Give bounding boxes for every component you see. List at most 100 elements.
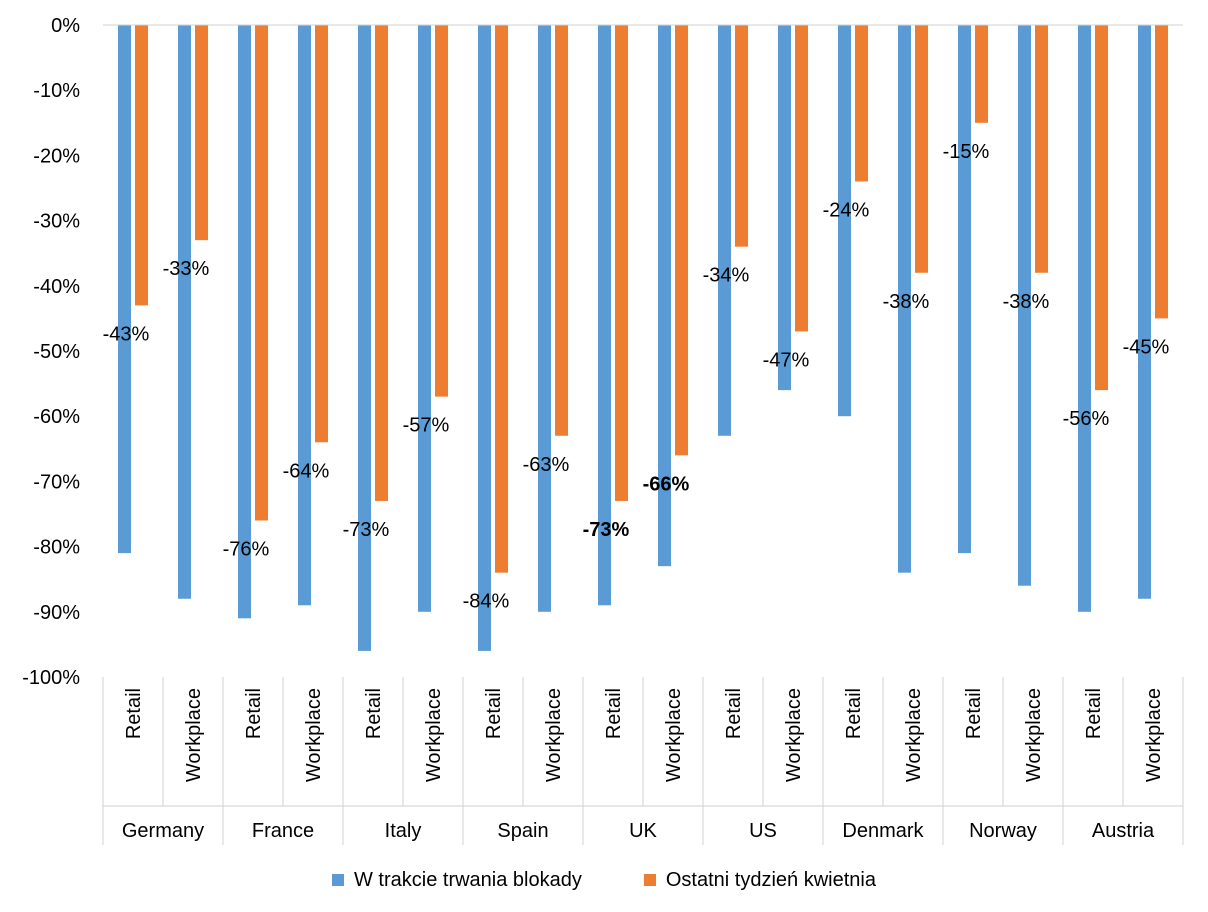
- group-label: Norway: [969, 820, 1037, 842]
- bar-april: [795, 25, 808, 332]
- legend-label-lockdown: W trakcie trwania blokady: [354, 868, 582, 891]
- y-tick-label: -30%: [33, 211, 80, 233]
- data-label: -56%: [1063, 408, 1110, 430]
- group-label: France: [252, 820, 314, 842]
- group-label: Austria: [1092, 820, 1155, 842]
- y-tick-label: -100%: [22, 667, 80, 689]
- bar-lockdown: [538, 25, 551, 612]
- bar-april: [975, 25, 988, 123]
- bar-lockdown: [358, 25, 371, 651]
- bar-april: [315, 25, 328, 443]
- bar-lockdown: [298, 25, 311, 606]
- bar-lockdown: [1078, 25, 1091, 612]
- data-label: -76%: [223, 539, 270, 561]
- x-tick-label-retail: Retail: [723, 688, 745, 739]
- group-label: Germany: [122, 820, 204, 842]
- group-label: US: [749, 820, 777, 842]
- bar-lockdown: [478, 25, 491, 651]
- bar-lockdown: [118, 25, 131, 554]
- bar-lockdown: [1018, 25, 1031, 586]
- data-label: -64%: [283, 460, 330, 482]
- x-tick-label-workplace: Workplace: [783, 688, 805, 782]
- bar-april: [1095, 25, 1108, 391]
- x-tick-label-workplace: Workplace: [423, 688, 445, 782]
- bar-lockdown: [838, 25, 851, 417]
- bar-april: [435, 25, 448, 397]
- data-label: -66%: [643, 473, 690, 495]
- bar-lockdown: [898, 25, 911, 573]
- chart-canvas: 0% -10% -20% -30% -40% -50% -60% -70% -80% -90% -1…: [22, 15, 1184, 845]
- legend-swatch-lockdown: [332, 874, 344, 886]
- legend-item-lockdown: W trakcie trwania blokady: [332, 869, 582, 892]
- x-tick-label-retail: Retail: [603, 688, 625, 739]
- bar-april: [195, 25, 208, 241]
- x-tick-label-workplace: Workplace: [183, 688, 205, 782]
- data-label: -38%: [1003, 291, 1050, 313]
- y-tick-label: -70%: [33, 471, 80, 493]
- bar-lockdown: [178, 25, 191, 599]
- bar-april: [1035, 25, 1048, 273]
- bar-lockdown: [778, 25, 791, 391]
- x-tick-label-retail: Retail: [243, 688, 265, 739]
- group-label: Italy: [385, 820, 422, 842]
- data-label: -43%: [103, 323, 150, 345]
- bar-lockdown: [958, 25, 971, 554]
- data-label: -57%: [403, 415, 450, 437]
- y-tick-label: 0%: [51, 15, 80, 37]
- x-tick-label-workplace: Workplace: [1143, 688, 1165, 782]
- legend-label-april: Ostatni tydzień kwietnia: [665, 868, 876, 891]
- bar-april: [915, 25, 928, 273]
- data-label: -84%: [463, 591, 510, 613]
- bar-lockdown: [718, 25, 731, 436]
- bar-lockdown: [658, 25, 671, 567]
- data-label: -15%: [943, 141, 990, 163]
- data-label: -24%: [823, 199, 870, 221]
- y-tick-label: -50%: [33, 341, 80, 363]
- data-label: -73%: [343, 519, 390, 541]
- x-tick-label-retail: Retail: [1083, 688, 1105, 739]
- bar-april: [735, 25, 748, 247]
- y-tick-label: -10%: [33, 80, 80, 102]
- bar-lockdown: [598, 25, 611, 606]
- x-tick-label-retail: Retail: [963, 688, 985, 739]
- bar-april: [675, 25, 688, 456]
- data-label: -33%: [163, 258, 210, 280]
- x-tick-label-retail: Retail: [843, 688, 865, 739]
- x-tick-label-retail: Retail: [123, 688, 145, 739]
- x-tick-label-workplace: Workplace: [543, 688, 565, 782]
- data-label: -45%: [1123, 336, 1170, 358]
- x-tick-label-retail: Retail: [363, 688, 385, 739]
- bar-april: [135, 25, 148, 306]
- bar-april: [1155, 25, 1168, 319]
- x-tick-label-workplace: Workplace: [1023, 688, 1045, 782]
- bar-april: [495, 25, 508, 573]
- bar-lockdown: [418, 25, 431, 612]
- bar-april: [615, 25, 628, 501]
- x-tick-label-workplace: Workplace: [303, 688, 325, 782]
- x-tick-label-retail: Retail: [483, 688, 505, 739]
- y-tick-label: -20%: [33, 145, 80, 167]
- bar-april: [855, 25, 868, 182]
- legend-swatch-april: [643, 874, 656, 886]
- y-tick-label: -80%: [33, 537, 80, 559]
- data-label: -63%: [523, 454, 570, 476]
- y-tick-label: -90%: [33, 602, 80, 624]
- bar-april: [255, 25, 268, 521]
- group-label: UK: [629, 820, 657, 842]
- y-tick-label: -60%: [33, 406, 80, 428]
- group-label: Denmark: [842, 820, 924, 842]
- bar-lockdown: [1138, 25, 1151, 599]
- x-tick-label-workplace: Workplace: [663, 688, 685, 782]
- data-label: -38%: [883, 291, 930, 313]
- legend-item-april: Ostatni tydzień kwietnia: [643, 868, 876, 892]
- bar-april: [555, 25, 568, 436]
- bar-lockdown: [238, 25, 251, 619]
- y-tick-label: -40%: [33, 276, 80, 298]
- bar-april: [375, 25, 388, 501]
- group-label: Spain: [497, 820, 548, 842]
- data-label: -47%: [763, 349, 810, 371]
- x-tick-label-workplace: Workplace: [903, 688, 925, 782]
- legend: W trakcie trwania blokady Ostatni tydzie…: [0, 862, 1208, 898]
- data-label: -34%: [703, 265, 750, 287]
- data-label: -73%: [583, 519, 630, 541]
